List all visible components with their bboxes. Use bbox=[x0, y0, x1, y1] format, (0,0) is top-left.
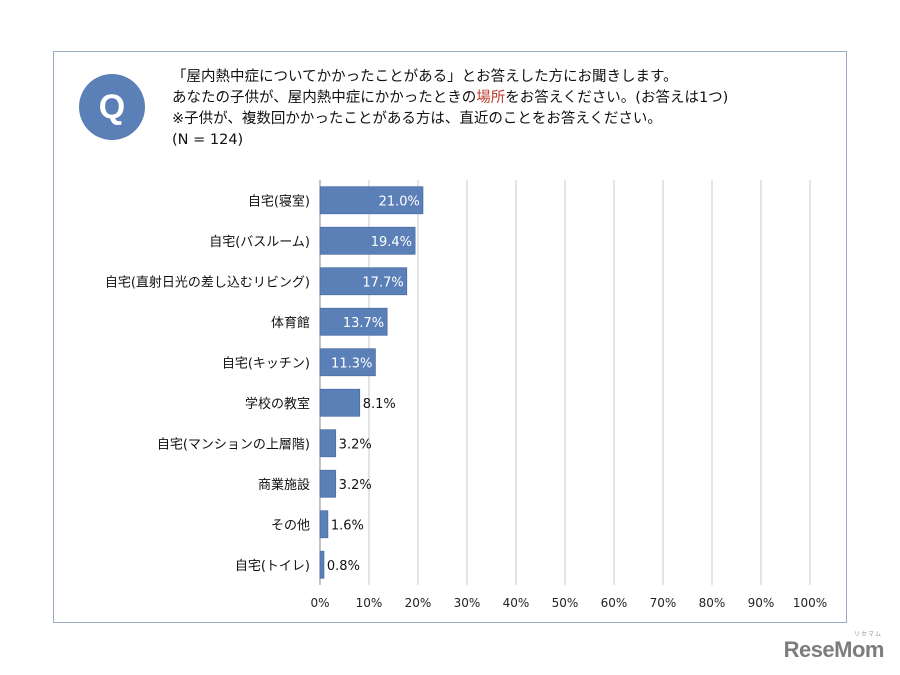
data-label: 19.4% bbox=[371, 235, 412, 250]
x-tick-label: 90% bbox=[748, 596, 775, 610]
bar bbox=[319, 186, 424, 215]
x-tick-label: 0% bbox=[310, 596, 329, 610]
category-label: 学校の教室 bbox=[245, 396, 310, 412]
logo-text: ReseMom bbox=[783, 637, 885, 662]
data-label: 13.7% bbox=[343, 316, 384, 331]
data-label: 17.7% bbox=[362, 275, 403, 290]
x-tick-label: 20% bbox=[405, 596, 432, 610]
data-label: 1.6% bbox=[331, 518, 364, 533]
category-label: 自宅(マンションの上層階) bbox=[157, 437, 310, 452]
category-label: 自宅(トイレ) bbox=[235, 559, 310, 574]
category-label: 自宅(直射日光の差し込むリビング) bbox=[105, 274, 310, 290]
bar bbox=[319, 510, 329, 539]
logo-ruby: リセマム bbox=[853, 632, 882, 638]
x-tick-label: 10% bbox=[356, 596, 383, 610]
category-label: 自宅(キッチン) bbox=[222, 356, 310, 371]
x-tick-label: 80% bbox=[699, 596, 726, 610]
bar bbox=[319, 267, 408, 296]
question-line-2: あなたの子供が、屋内熱中症にかかったときの場所をお答えください。(お答えは1つ) bbox=[172, 88, 832, 109]
x-tick-label: 60% bbox=[601, 596, 628, 610]
question-line-3: ※子供が、複数回かかったことがある方は、直近のことをお答えください。 bbox=[172, 111, 662, 127]
data-label: 3.2% bbox=[339, 478, 372, 493]
bar bbox=[319, 429, 337, 458]
bar bbox=[319, 307, 388, 336]
category-label: 自宅(寝室) bbox=[248, 193, 310, 209]
category-label: その他 bbox=[271, 518, 310, 533]
bar bbox=[319, 550, 325, 579]
data-label: 11.3% bbox=[331, 356, 372, 371]
x-tick-label: 70% bbox=[650, 596, 677, 610]
sample-size: (N = 124) bbox=[172, 132, 244, 148]
x-tick-label: 100% bbox=[793, 596, 827, 610]
category-label: 体育館 bbox=[271, 315, 310, 331]
question-text: 「屋内熱中症についてかかったことがある」とお答えした方にお聞きします。 あなたの… bbox=[172, 67, 832, 151]
category-label: 自宅(バスルーム) bbox=[209, 235, 310, 250]
data-label: 3.2% bbox=[339, 437, 372, 452]
x-tick-label: 40% bbox=[503, 596, 530, 610]
bar bbox=[319, 226, 416, 255]
category-label: 商業施設 bbox=[258, 477, 310, 493]
bar bbox=[319, 388, 361, 417]
x-tick-label: 50% bbox=[552, 596, 579, 610]
bar bbox=[319, 469, 337, 498]
resemom-logo: ReseMom リセマム bbox=[783, 632, 885, 663]
question-line-2-highlight: 場所 bbox=[476, 90, 506, 106]
question-line-2-pre: あなたの子供が、屋内熱中症にかかったときの bbox=[172, 90, 477, 106]
chart-frame bbox=[53, 51, 847, 623]
bar bbox=[319, 348, 376, 377]
question-badge: Q bbox=[79, 74, 145, 140]
question-line-2-post: をお答えください。(お答えは1つ) bbox=[505, 90, 729, 106]
data-label: 8.1% bbox=[363, 397, 396, 412]
data-label: 0.8% bbox=[327, 559, 360, 574]
data-label: 21.0% bbox=[379, 194, 420, 209]
question-line-1: 「屋内熱中症についてかかったことがある」とお答えした方にお聞きします。 bbox=[172, 69, 678, 85]
x-tick-label: 30% bbox=[454, 596, 481, 610]
